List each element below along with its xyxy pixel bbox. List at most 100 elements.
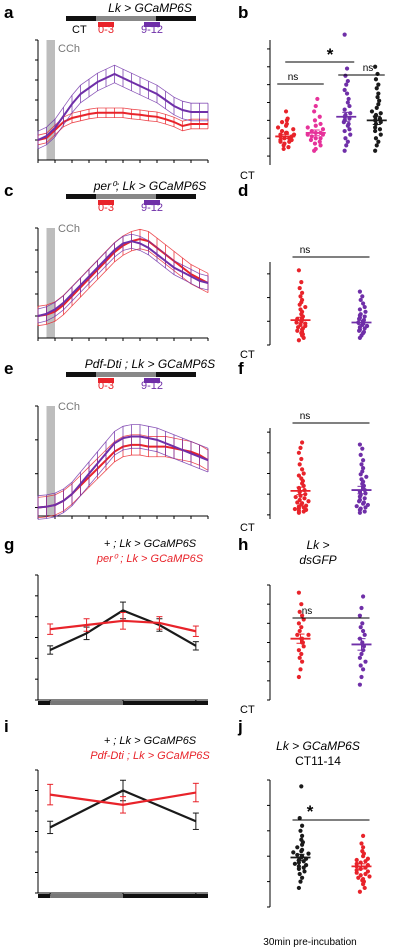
data-point-h-1-14 <box>360 621 365 626</box>
data-point-h-0-15 <box>296 621 301 626</box>
data-point-f-0-26 <box>301 471 306 476</box>
panel-label-c: c <box>4 181 13 200</box>
ct-word-b: CT <box>240 170 255 182</box>
data-point-h-0-14 <box>299 625 304 630</box>
data-point-j-1-25 <box>361 845 366 850</box>
panel-label-e: e <box>4 359 13 378</box>
ct-window-purple-a <box>144 22 160 27</box>
data-point-f-1-22 <box>364 474 369 479</box>
data-point-j-0-7 <box>296 864 301 869</box>
data-point-b-2-8 <box>346 121 351 127</box>
title-h-2: dsGFP <box>299 553 336 567</box>
data-point-b-1-7 <box>318 136 323 141</box>
data-point-b-1-16 <box>313 123 318 128</box>
data-point-j-1-5 <box>361 876 366 882</box>
data-point-b-3-15 <box>369 109 375 114</box>
data-point-h-1-11 <box>362 632 367 637</box>
data-point-j-1-0 <box>357 889 362 894</box>
data-point-b-3-14 <box>378 111 383 116</box>
data-point-h-0-11 <box>295 632 300 637</box>
ld-dark-i <box>123 894 208 898</box>
panel-label-i: i <box>4 717 9 736</box>
data-point-b-3-6 <box>377 127 383 132</box>
data-point-b-3-2 <box>376 139 381 144</box>
panel-label-j: j <box>237 717 243 736</box>
data-point-b-3-1 <box>374 143 379 148</box>
data-point-b-3-22 <box>376 82 381 87</box>
title-h-1: Lk > <box>306 538 329 552</box>
data-point-j-0-20 <box>300 847 305 852</box>
data-point-b-1-1 <box>313 146 318 152</box>
data-point-b-3-25 <box>373 64 378 69</box>
data-point-b-1-21 <box>313 103 318 109</box>
ld-light-i <box>50 894 124 898</box>
data-point-h-1-15 <box>357 613 362 618</box>
data-point-d-0-6 <box>295 328 300 333</box>
data-point-b-2-1 <box>344 143 349 148</box>
data-point-b-3-0 <box>373 148 378 153</box>
data-point-h-0-18 <box>297 609 302 614</box>
data-point-d-0-22 <box>303 304 308 310</box>
data-point-b-0-0 <box>281 146 286 152</box>
ct-label-e-1: 0-3 <box>98 380 114 392</box>
data-point-b-2-4 <box>348 132 353 137</box>
data-point-f-0-29 <box>299 456 304 462</box>
ct-window-red-e <box>98 378 114 383</box>
data-point-j-0-26 <box>298 828 303 833</box>
data-point-h-1-4 <box>363 659 368 664</box>
data-point-f-0-4 <box>292 506 297 512</box>
data-point-b-1-6 <box>313 136 318 141</box>
data-point-d-0-30 <box>296 268 301 273</box>
data-point-f-0-12 <box>306 499 311 504</box>
data-point-b-0-23 <box>285 116 290 121</box>
ct-word-f: CT <box>240 522 255 534</box>
data-point-b-2-5 <box>342 128 347 134</box>
data-point-d-1-16 <box>362 314 367 319</box>
data-point-h-0-4 <box>299 651 304 657</box>
ct-label-c-1: 0-3 <box>98 202 114 214</box>
stim-window-c <box>46 228 55 338</box>
series-line-g-1 <box>50 619 197 633</box>
ct-word-h: CT <box>240 704 255 716</box>
data-point-d-1-24 <box>360 294 365 299</box>
data-point-j-0-4 <box>302 869 307 874</box>
data-point-f-1-5 <box>354 504 359 509</box>
ct-window-purple-e <box>144 378 160 383</box>
data-point-f-1-10 <box>357 497 362 503</box>
data-point-f-0-13 <box>297 497 302 503</box>
panel-label-h: h <box>238 535 248 554</box>
data-point-h-1-5 <box>357 655 362 660</box>
ld-dark-g <box>123 701 208 705</box>
data-point-h-0-0 <box>296 674 301 680</box>
data-point-b-2-17 <box>345 100 350 105</box>
panel-label-f: f <box>238 359 244 378</box>
data-point-b-3-3 <box>373 136 379 141</box>
data-point-h-1-0 <box>357 682 362 687</box>
data-point-j-1-26 <box>359 841 364 846</box>
data-point-f-1-3 <box>358 506 363 511</box>
data-point-f-0-17 <box>303 492 308 497</box>
panel-label-b: b <box>238 3 248 22</box>
data-point-f-1-11 <box>362 496 367 501</box>
data-point-j-1-7 <box>367 874 372 879</box>
title-j-1: Lk > GCaMP6S <box>276 739 360 753</box>
data-point-j-0-21 <box>295 845 300 850</box>
data-point-f-1-0 <box>357 510 362 515</box>
data-point-h-0-19 <box>299 602 304 607</box>
data-point-b-1-2 <box>318 143 323 148</box>
data-point-f-1-28 <box>358 452 363 457</box>
sig-j-1: * <box>307 802 314 821</box>
legend-g-2: per⁰ ; Lk > GCaMP6S <box>96 553 204 565</box>
data-point-b-1-4 <box>317 139 322 144</box>
data-point-b-2-24 <box>344 66 350 71</box>
data-point-b-1-17 <box>318 121 323 127</box>
data-point-d-1-20 <box>357 307 362 312</box>
data-point-j-1-8 <box>358 873 363 878</box>
data-point-j-0-25 <box>300 833 305 838</box>
plots-layer <box>35 32 387 908</box>
data-point-d-0-27 <box>300 290 305 295</box>
data-point-b-2-16 <box>347 103 352 109</box>
data-point-j-1-21 <box>365 856 370 861</box>
panel-label-a: a <box>4 3 14 22</box>
data-point-d-0-21 <box>298 307 303 312</box>
